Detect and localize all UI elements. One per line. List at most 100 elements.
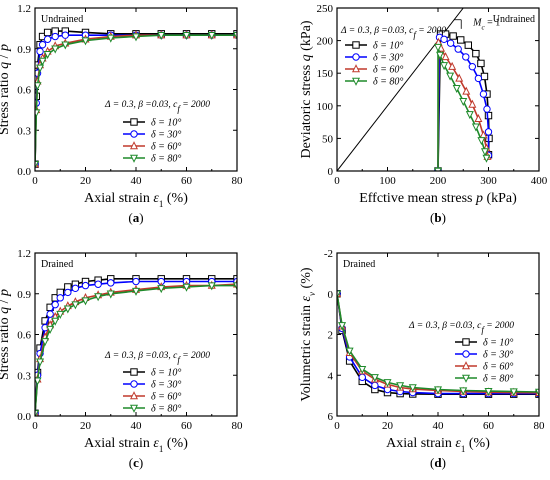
data-point <box>483 105 491 113</box>
legend-label: δ = 30° <box>483 350 513 361</box>
x-tick-label: 60 <box>181 420 193 432</box>
data-point <box>477 137 486 146</box>
y-axis-label: Stress ratio q / p <box>0 44 12 135</box>
data-point <box>157 285 166 294</box>
data-point <box>41 338 50 347</box>
data-point <box>433 167 443 171</box>
data-point <box>477 59 485 68</box>
legend-label: δ = 80° <box>151 404 181 415</box>
data-point <box>396 382 405 391</box>
data-point <box>35 161 40 170</box>
data-point <box>35 82 42 91</box>
data-point <box>36 358 45 367</box>
legend-label: δ = 60° <box>151 142 181 153</box>
y-tick-label: 1.2 <box>17 248 31 260</box>
y-tick-label: -2 <box>324 248 333 260</box>
legend-marker <box>130 368 138 376</box>
data-point <box>46 310 54 318</box>
x-tick-label: 60 <box>483 420 495 432</box>
series-line <box>35 277 237 414</box>
condition-label: Undrained <box>493 14 535 25</box>
data-point <box>457 36 465 44</box>
x-axis-label: Effctive mean stress p (kPa) <box>359 191 517 206</box>
data-point <box>484 111 493 120</box>
legend-marker <box>351 77 361 86</box>
x-axis-label: Axial strain ε1 (%) <box>84 191 188 209</box>
data-point <box>509 388 518 397</box>
condition-label: Drained <box>343 259 375 270</box>
data-point <box>484 387 493 396</box>
data-point <box>207 31 216 40</box>
data-point <box>441 52 450 61</box>
legend-marker <box>461 374 471 383</box>
chart-panel-b: 0 100 200 300 400 0 50 100 150 200 250 Mc = 1 Effcti… <box>299 3 548 225</box>
legend-label: δ = 30° <box>373 53 403 64</box>
data-point <box>182 283 191 292</box>
data-point <box>71 284 80 293</box>
data-point <box>452 84 461 94</box>
data-point <box>56 310 65 319</box>
data-point <box>51 45 60 54</box>
data-point <box>35 410 40 416</box>
data-point <box>157 31 166 40</box>
data-point <box>94 293 103 302</box>
data-point <box>81 37 90 46</box>
data-point <box>232 282 237 291</box>
data-point <box>471 123 480 132</box>
parameters-label: Δ = 0.3, β =0.03, cf = 2000 <box>104 100 210 114</box>
data-point <box>63 305 72 314</box>
data-point <box>433 43 443 52</box>
y-tick-label: 1.2 <box>17 3 31 15</box>
data-point <box>232 31 237 40</box>
data-point <box>480 148 489 157</box>
data-point <box>36 47 44 56</box>
legend-marker <box>352 41 360 49</box>
x-tick-label: 0 <box>32 420 38 432</box>
data-point <box>61 41 70 50</box>
x-tick-label: 0 <box>334 175 340 187</box>
data-point <box>468 99 477 108</box>
data-point <box>465 111 474 120</box>
panel-label: (a) <box>128 210 143 225</box>
data-point <box>107 279 115 287</box>
legend-marker <box>462 350 470 358</box>
legend: δ = 10°δ = 30°δ = 60°δ = 80° <box>123 368 181 415</box>
panel-label: (b) <box>430 210 446 225</box>
legend: δ = 10°δ = 30°δ = 60°δ = 80° <box>345 41 403 88</box>
data-point <box>462 53 470 61</box>
data-point <box>36 64 45 73</box>
data-point <box>182 31 191 40</box>
x-axis-label: Axial strain ε1 (%) <box>386 436 490 454</box>
legend-marker <box>352 53 360 61</box>
data-point <box>370 374 379 383</box>
y-tick-label: 0 <box>328 289 334 301</box>
legend-label: δ = 10° <box>373 41 403 52</box>
legend-marker <box>129 141 139 150</box>
legend-marker <box>129 391 139 400</box>
x-tick-label: 0 <box>334 420 340 432</box>
y-tick-label: 0.9 <box>17 44 31 56</box>
y-axis-label: Volumetric strain εv (%) <box>299 267 317 401</box>
y-tick-label: 250 <box>317 3 334 15</box>
y-tick-label: 150 <box>317 68 334 80</box>
plot-frame <box>34 7 238 172</box>
x-tick-label: 20 <box>382 420 394 432</box>
data-point <box>448 61 457 70</box>
legend-label: δ = 80° <box>483 374 513 385</box>
data-point <box>462 86 471 95</box>
legend-marker <box>129 404 139 413</box>
y-tick-label: 50 <box>322 133 334 145</box>
x-tick-label: 80 <box>534 420 546 432</box>
panel-label: (c) <box>129 455 143 470</box>
data-point <box>106 34 115 43</box>
legend-marker <box>130 380 138 388</box>
data-point <box>106 290 115 299</box>
parameters-label: Δ = 0.3, β =0.03, cf = 2000 <box>104 351 210 365</box>
chart-panel-c: 0 20 40 60 80 0.0 0.3 0.6 0.9 1.2 Axial strain ε1 … <box>0 248 243 470</box>
parameters-label: Δ = 0.3, β =0.03, cf = 2000 <box>340 26 446 40</box>
series-line <box>35 280 237 414</box>
data-point <box>474 114 483 123</box>
data-point <box>345 347 354 356</box>
data-point <box>51 300 59 309</box>
legend-label: δ = 60° <box>483 362 513 373</box>
